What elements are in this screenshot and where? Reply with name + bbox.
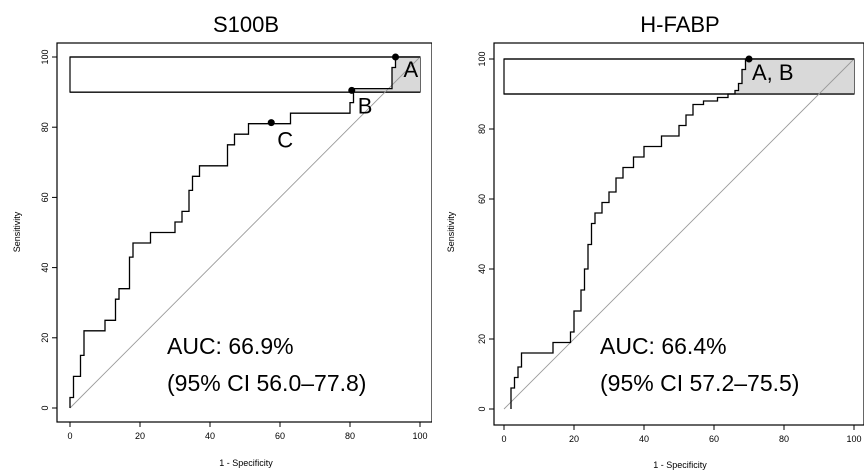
ci-annotation: (95% CI 56.0–77.8) xyxy=(167,370,366,396)
y-axis-label: Sensitivity xyxy=(12,211,22,252)
threshold-point-label: A, B xyxy=(752,60,794,85)
roc-curve xyxy=(510,58,854,409)
x-tick-label: 60 xyxy=(709,434,719,444)
plot-area: 0 0 20 20 40 40 60 60 80 80 100 100 A, B xyxy=(477,42,864,444)
x-tick-label: 60 xyxy=(275,431,285,441)
plot-frame xyxy=(56,42,432,423)
y-tick-label: 80 xyxy=(40,122,50,132)
x-tick-label: 40 xyxy=(639,434,649,444)
y-tick-label: 40 xyxy=(40,263,50,273)
y-tick-label: 60 xyxy=(477,194,487,204)
auc-annotation: AUC: 66.4% xyxy=(600,333,727,359)
x-tick-label: 20 xyxy=(569,434,579,444)
plot-frame xyxy=(493,42,864,426)
roc-curve xyxy=(69,56,420,408)
x-tick-label: 80 xyxy=(779,434,789,444)
y-tick-label: 20 xyxy=(40,333,50,343)
y-tick-label: 80 xyxy=(477,124,487,134)
x-tick-label: 20 xyxy=(135,431,145,441)
threshold-point xyxy=(745,55,753,63)
threshold-point xyxy=(348,86,356,94)
partial-auc-shade xyxy=(728,59,854,94)
threshold-point-label: A xyxy=(404,57,419,82)
y-tick-label: 0 xyxy=(40,405,50,410)
reference-diagonal xyxy=(503,58,855,410)
plot-area: 0 0 20 20 40 40 60 60 80 80 100 100 A B C xyxy=(40,42,432,441)
x-axis-label: 1 - Specificity xyxy=(653,460,707,470)
chart-title: S100B xyxy=(213,12,279,37)
sensitivity-band xyxy=(69,56,421,93)
chart-s100b: S100B Sensitivity 1 - Specificity 0 0 20 20… xyxy=(12,12,432,468)
x-tick-label: 100 xyxy=(412,431,427,441)
partial-auc-shade xyxy=(353,57,420,93)
x-tick-label: 80 xyxy=(345,431,355,441)
y-tick-label: 60 xyxy=(40,192,50,202)
threshold-point-label: B xyxy=(358,93,373,118)
chart-h-fabp: H-FABP Sensitivity 1 - Specificity 0 0 20 2… xyxy=(446,12,864,470)
x-axis-label: 1 - Specificity xyxy=(219,458,273,468)
y-tick-label: 20 xyxy=(477,334,487,344)
threshold-point-label: C xyxy=(277,128,293,153)
auc-annotation: AUC: 66.9% xyxy=(167,333,294,359)
y-axis-label: Sensitivity xyxy=(446,211,456,252)
threshold-point xyxy=(392,53,399,61)
x-tick-label: 0 xyxy=(501,434,506,444)
reference-diagonal xyxy=(69,56,421,409)
x-tick-label: 0 xyxy=(67,431,72,441)
y-tick-label: 40 xyxy=(477,264,487,274)
ci-annotation: (95% CI 57.2–75.5) xyxy=(600,370,799,396)
x-tick-label: 40 xyxy=(205,431,215,441)
threshold-point xyxy=(267,119,275,127)
chart-title: H-FABP xyxy=(640,12,719,37)
y-tick-label: 100 xyxy=(477,51,487,66)
y-tick-label: 100 xyxy=(40,49,50,64)
x-tick-label: 100 xyxy=(846,434,861,444)
y-tick-label: 0 xyxy=(477,406,487,411)
